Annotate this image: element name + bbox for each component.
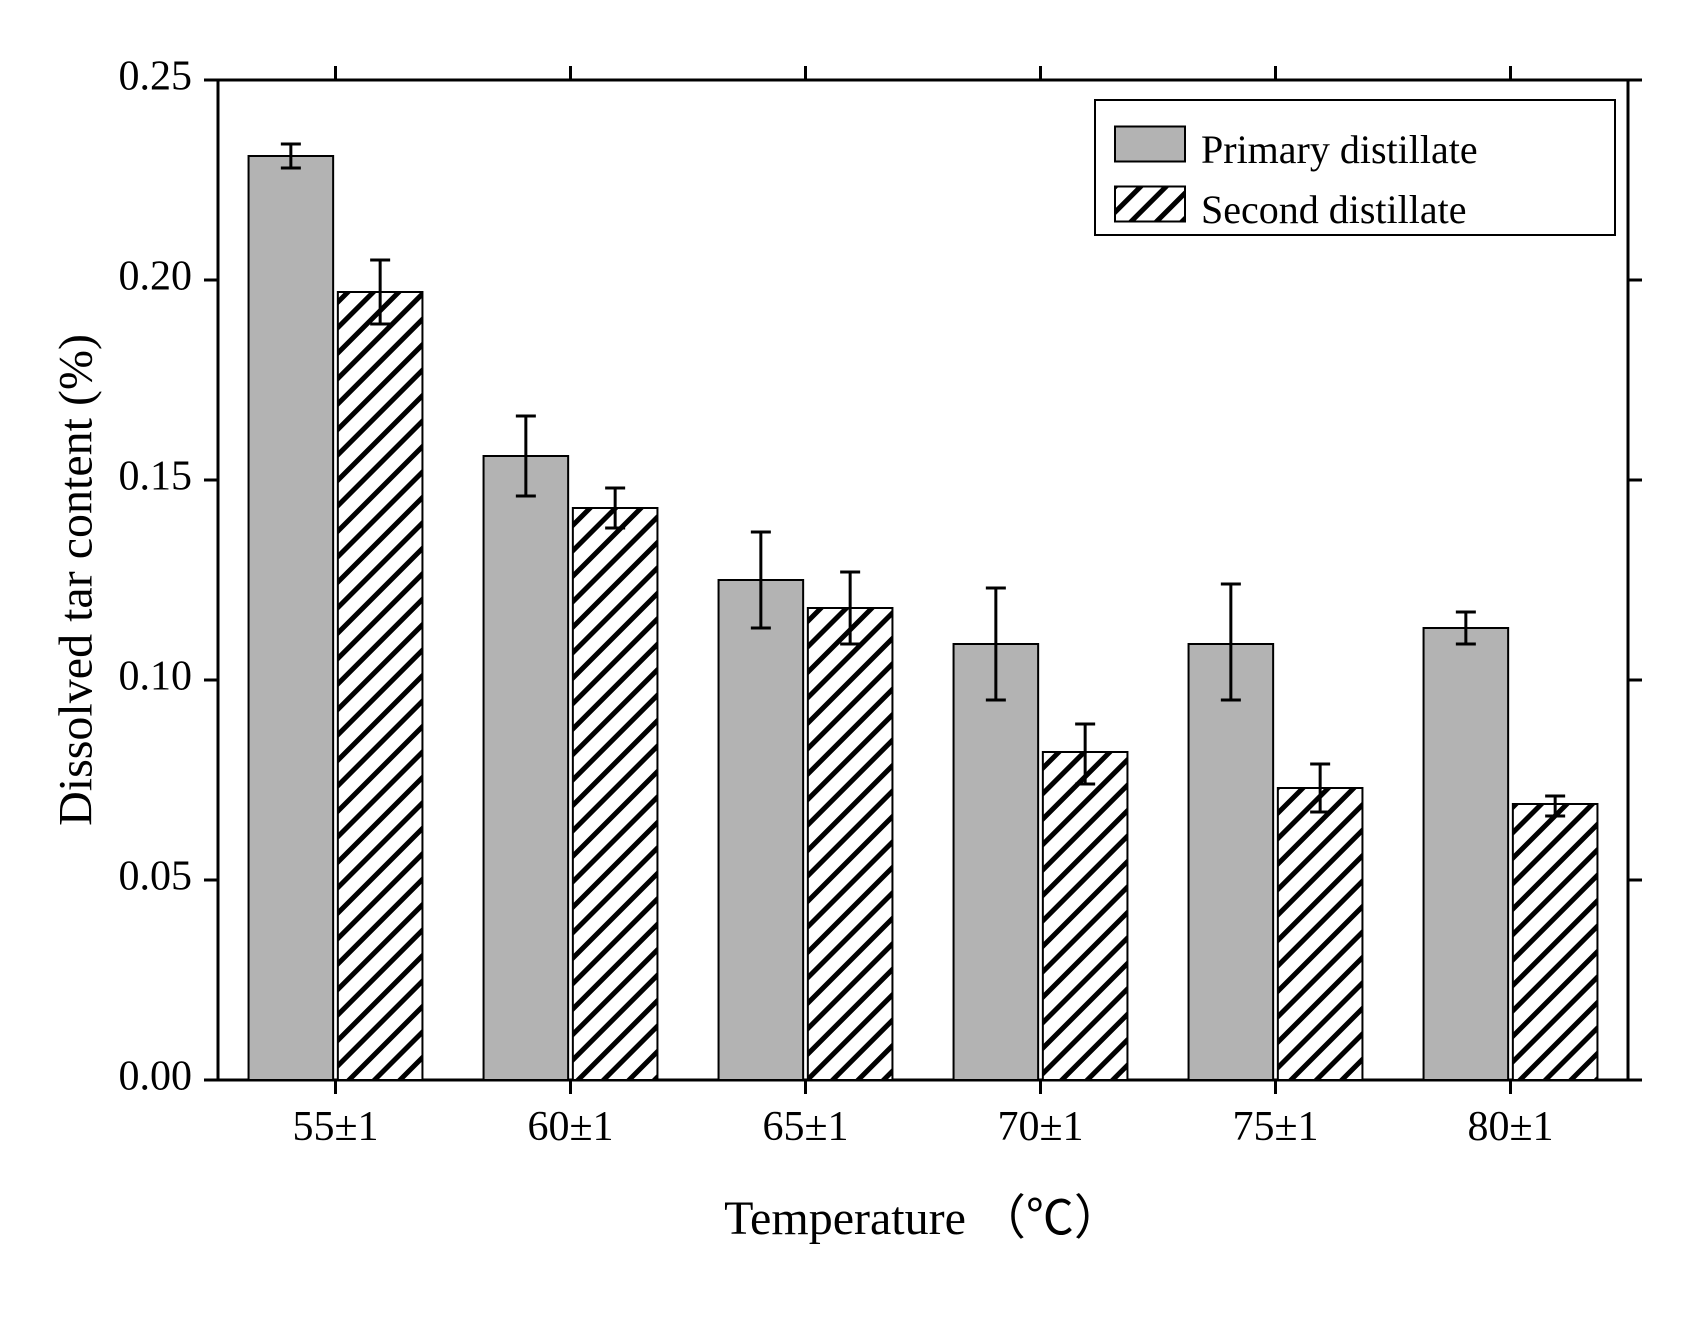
bar [484,456,569,1080]
x-tick-label: 75±1 [1232,1104,1318,1150]
x-axis-label: Temperature （℃） [724,1192,1122,1245]
x-tick-label: 70±1 [997,1104,1083,1150]
bar [249,156,334,1080]
y-tick-label: 0.10 [119,654,193,700]
y-axis-label: Dissolved tar content (%) [50,334,103,826]
y-tick-label: 0.05 [119,854,193,900]
x-tick-label: 65±1 [762,1104,848,1150]
legend-label: Second distillate [1201,187,1467,232]
x-tick-label: 80±1 [1467,1104,1553,1150]
bar [719,580,804,1080]
bar [338,292,423,1080]
bar [1513,804,1598,1080]
legend-label: Primary distillate [1201,127,1478,172]
y-tick-label: 0.00 [119,1054,193,1100]
bar [573,508,658,1080]
legend-swatch [1115,187,1185,222]
x-tick-label: 60±1 [527,1104,613,1150]
bar [808,608,893,1080]
bar [1043,752,1128,1080]
bar-chart: 0.00 0.05 0.10 0.15 0.20 0.25 Dissolved tar co… [0,0,1704,1318]
y-tick-label: 0.15 [119,454,193,500]
x-tick-label: 55±1 [292,1104,378,1150]
bar [954,644,1039,1080]
bar [1189,644,1274,1080]
legend-swatch [1115,127,1185,162]
chart-svg: 0.00 0.05 0.10 0.15 0.20 0.25 Dissolved tar co… [0,0,1704,1318]
y-tick-label: 0.20 [119,254,193,300]
bar [1424,628,1509,1080]
y-tick-label: 0.25 [119,54,193,100]
bar [1278,788,1363,1080]
